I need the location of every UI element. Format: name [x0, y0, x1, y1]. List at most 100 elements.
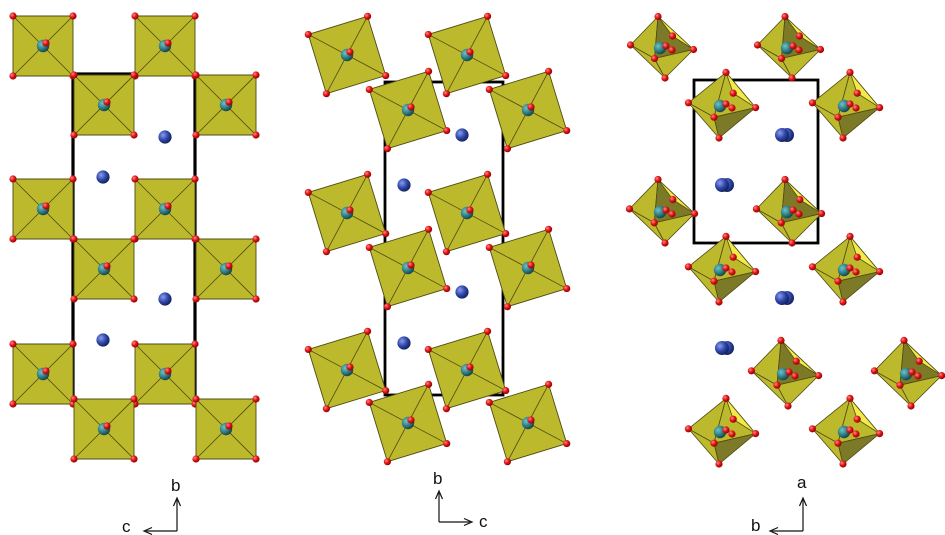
oxygen-atom: [729, 415, 737, 423]
oxygen-atom: [650, 54, 659, 63]
oxygen-atom: [130, 295, 138, 303]
oxygen-atom: [710, 277, 718, 285]
octahedron: [424, 327, 510, 413]
oxygen-atom: [896, 381, 904, 389]
oxygen-atom: [752, 430, 760, 438]
oxygen-atom: [42, 202, 50, 210]
oxygen-atom: [544, 380, 553, 388]
oxygen-atom: [729, 253, 737, 261]
oxygen-atom: [192, 131, 200, 139]
octahedron: [808, 394, 884, 468]
oxygen-atom: [304, 30, 312, 39]
panel-right-projection: [625, 12, 945, 468]
oxygen-atom: [777, 219, 785, 227]
axis-indicator-right: a b: [751, 473, 808, 535]
oxygen-atom: [424, 380, 433, 388]
oxygen-atom: [795, 32, 804, 40]
oxygen-atom: [483, 170, 492, 178]
oxygen-atom: [715, 298, 723, 306]
oxygen-atom: [252, 71, 260, 79]
oxygen-atom: [424, 225, 433, 233]
octahedron: [626, 12, 698, 82]
oxygen-atom: [907, 402, 915, 410]
axis-label-horizontal: c: [122, 517, 131, 535]
oxygen-atom: [192, 295, 200, 303]
oxygen-atom: [346, 206, 354, 214]
oxygen-atom: [684, 425, 693, 433]
octahedron-face: [837, 107, 880, 139]
oxygen-atom: [788, 239, 796, 247]
oxygen-atom: [784, 402, 792, 410]
oxygen-atom: [785, 368, 793, 376]
axis-label-vertical: a: [797, 473, 807, 492]
oxygen-atom: [131, 175, 139, 183]
oxygen-atom: [252, 235, 260, 243]
oxygen-atom: [852, 268, 860, 276]
axis-indicator-left: b c: [122, 476, 182, 535]
oxygen-atom: [876, 268, 884, 276]
octahedron-face: [713, 433, 756, 465]
octahedron-face: [629, 15, 659, 60]
oxygen-atom: [544, 225, 553, 233]
octahedron: [808, 232, 884, 306]
oxygen-atom: [791, 372, 799, 380]
octahedron-face: [653, 212, 696, 244]
oxygen-atom: [69, 340, 77, 348]
octahedron: [684, 232, 760, 306]
oxygen-atom: [781, 175, 789, 184]
oxygen-atom: [322, 90, 331, 98]
octahedron: [365, 225, 451, 311]
octahedron-face: [837, 433, 880, 465]
oxygen-atom: [382, 71, 390, 80]
oxygen-atom: [485, 398, 493, 407]
octahedron: [304, 12, 390, 98]
oxygen-atom: [192, 71, 200, 79]
oxygen-atom: [852, 104, 860, 112]
octahedron: [365, 380, 451, 466]
arrowhead-icon: [434, 489, 444, 500]
oxygen-atom: [42, 367, 50, 375]
oxygen-atom: [753, 41, 762, 49]
oxygen-atom: [710, 439, 718, 447]
oxygen-atom: [383, 303, 392, 311]
octahedron-face: [755, 178, 786, 224]
arrowhead-icon: [463, 517, 474, 527]
oxygen-atom: [650, 219, 658, 227]
octahedron: [625, 175, 699, 247]
oxygen-atom: [839, 460, 847, 468]
oxygen-atom: [191, 340, 199, 348]
oxygen-atom: [503, 145, 512, 153]
oxygen-atom: [662, 42, 670, 50]
oxygen-atom: [443, 284, 451, 293]
oxygen-atom: [502, 229, 510, 238]
octahedron-face: [657, 179, 695, 214]
oxygen-atom: [130, 235, 138, 243]
oxygen-atom: [752, 268, 760, 276]
oxygen-atom: [424, 67, 433, 75]
oxygen-atom: [130, 131, 138, 139]
oxygen-atom: [225, 422, 233, 430]
octahedron-face: [784, 179, 822, 214]
oxygen-atom: [466, 363, 474, 371]
oxygen-atom: [722, 426, 730, 434]
oxygen-atom: [9, 175, 17, 183]
octahedron-face: [873, 339, 905, 386]
octahedron: [747, 336, 823, 410]
oxygen-atom: [796, 196, 804, 204]
cation-atom: [775, 291, 789, 305]
octahedron: [365, 67, 451, 153]
oxygen-atom: [164, 39, 172, 47]
oxygen-atom: [70, 71, 78, 79]
arrowhead-icon: [172, 496, 182, 507]
oxygen-atom: [669, 196, 677, 204]
oxygen-atom: [407, 261, 415, 269]
oxygen-atom: [752, 104, 760, 112]
octahedron: [753, 12, 825, 82]
octahedron: [485, 67, 571, 153]
oxygen-atom: [777, 54, 786, 63]
oxygen-atom: [792, 357, 800, 365]
axis-label-vertical: b: [433, 469, 442, 488]
octahedron-face: [653, 48, 695, 79]
oxygen-atom: [527, 103, 535, 111]
